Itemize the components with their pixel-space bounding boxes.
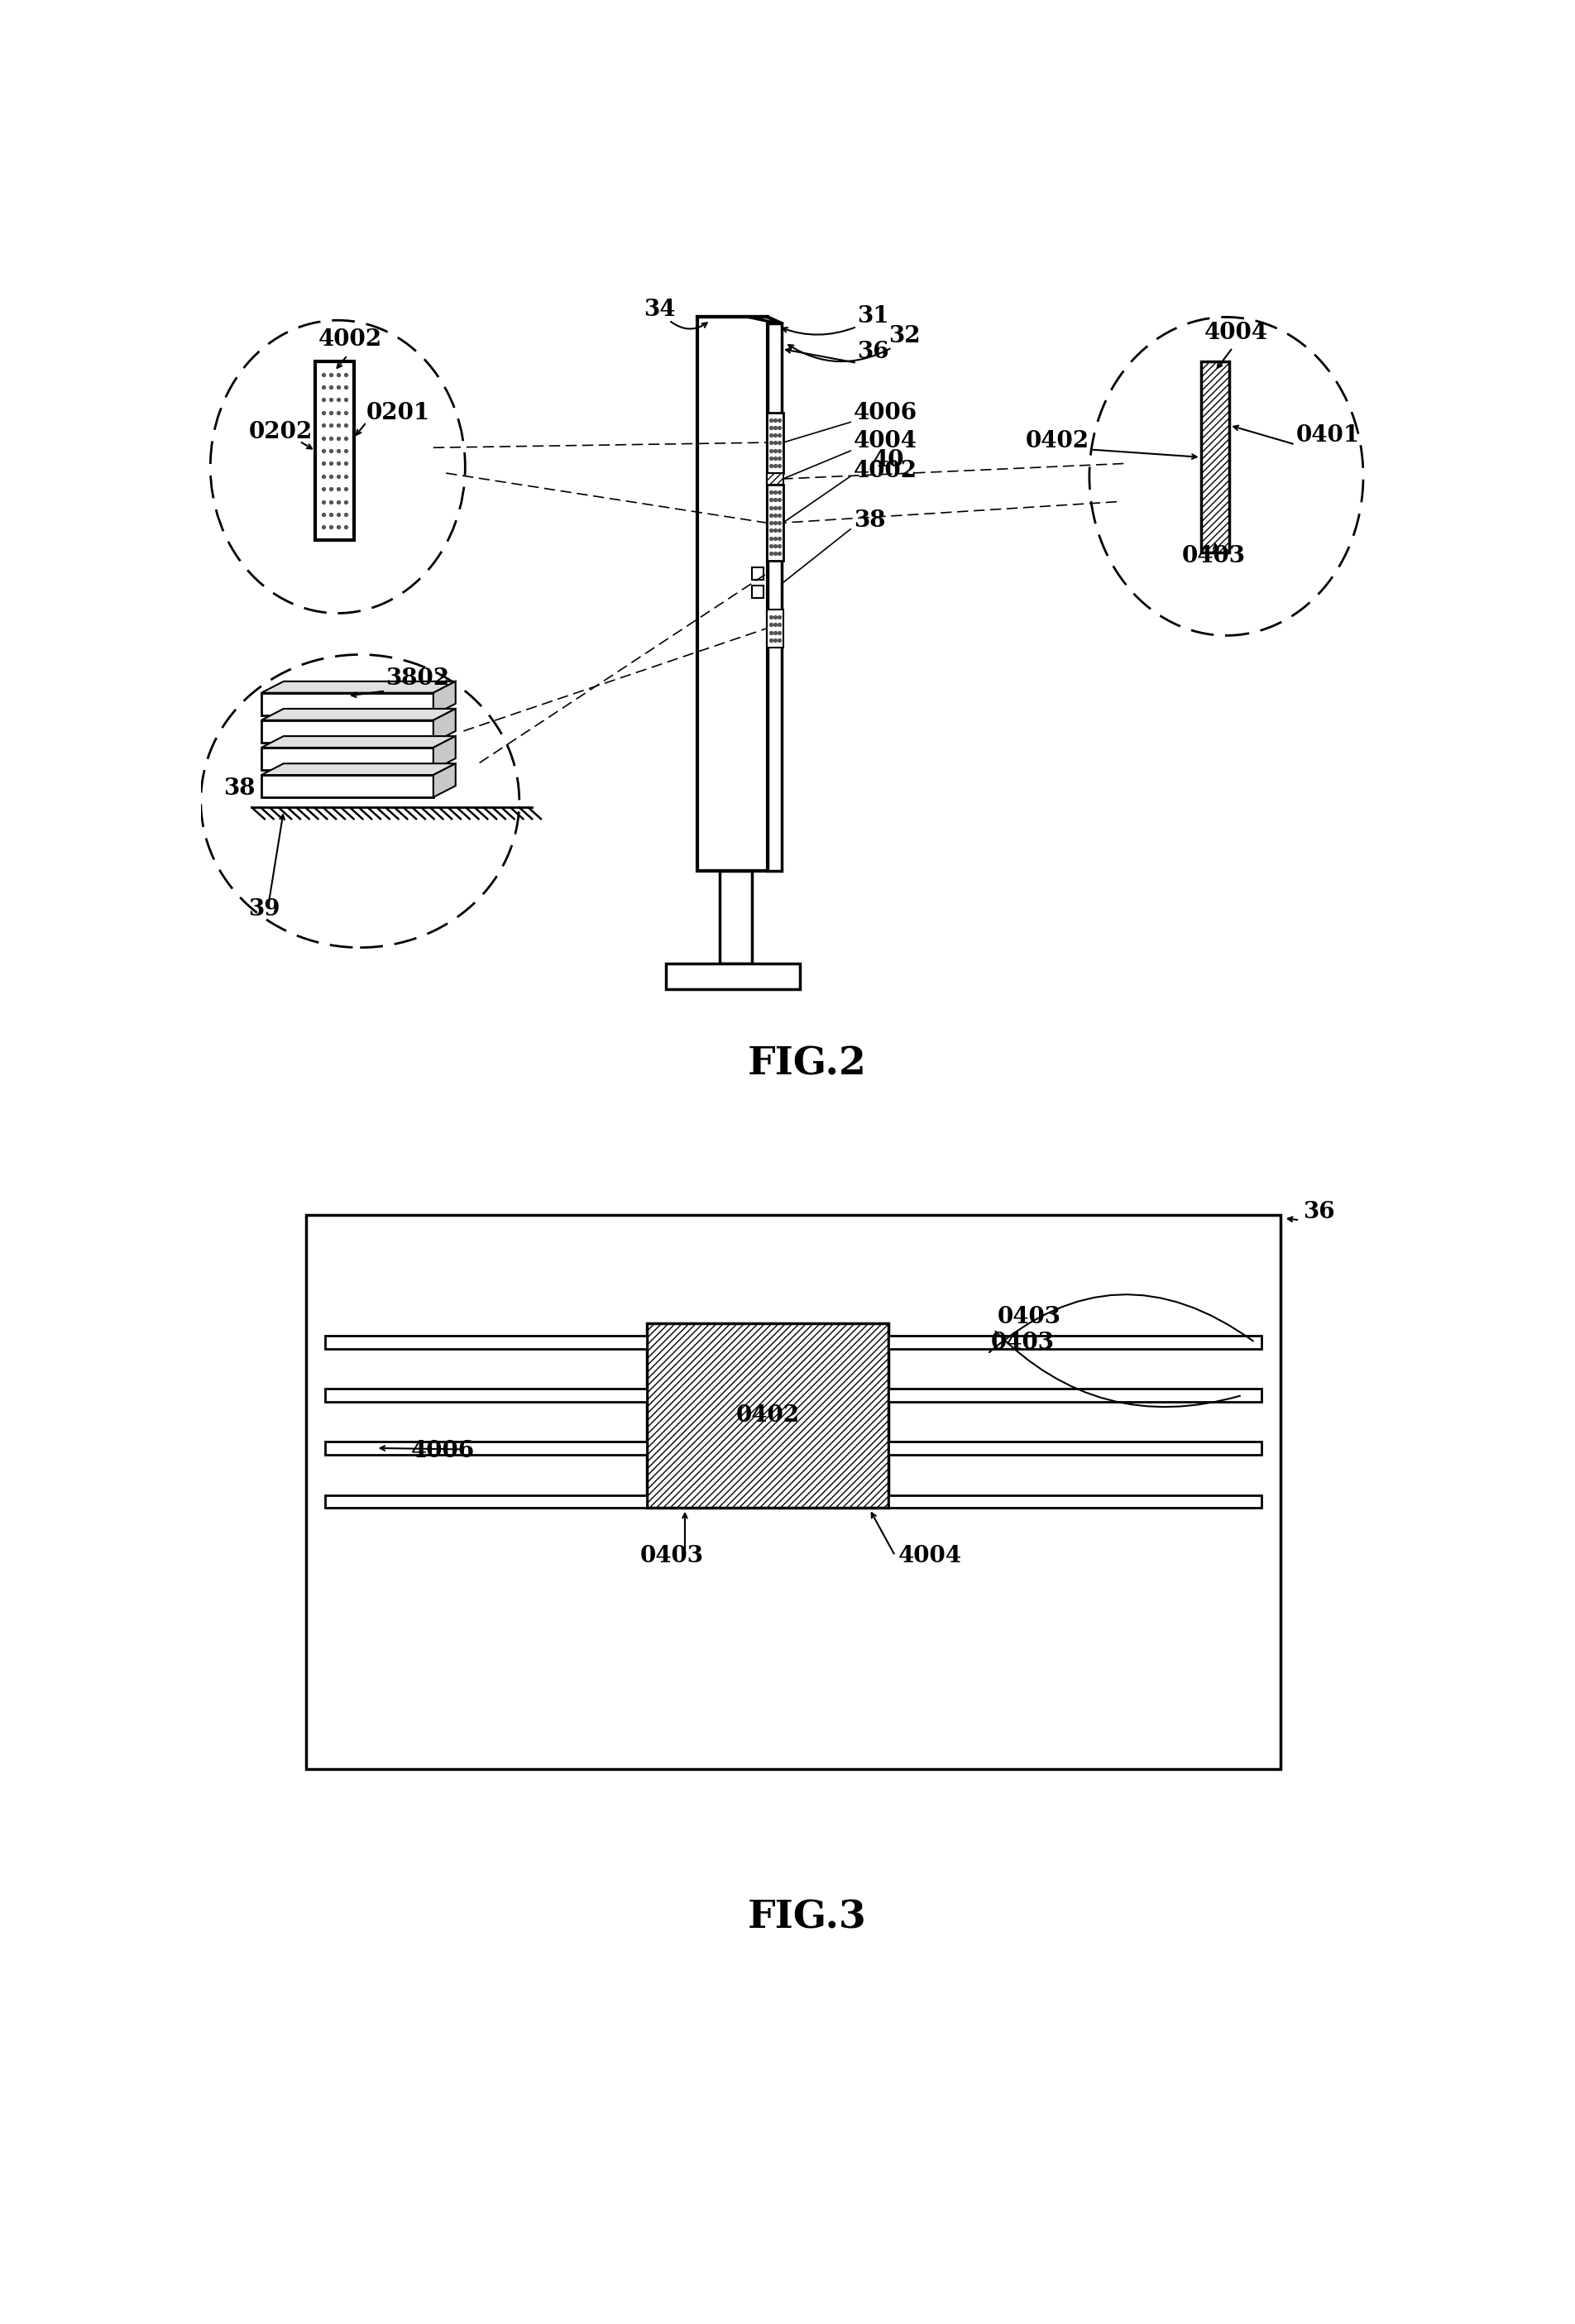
Text: 38: 38 xyxy=(224,776,255,799)
Text: 36: 36 xyxy=(857,342,888,363)
Text: 39: 39 xyxy=(249,899,280,920)
Text: FIG.3: FIG.3 xyxy=(748,1899,866,1936)
Polygon shape xyxy=(261,737,455,748)
Polygon shape xyxy=(767,414,783,474)
Polygon shape xyxy=(767,474,783,486)
Text: 3802: 3802 xyxy=(386,667,449,690)
Polygon shape xyxy=(324,1390,647,1401)
Text: 32: 32 xyxy=(888,325,921,349)
Polygon shape xyxy=(767,609,783,648)
Text: 0403: 0403 xyxy=(641,1545,704,1566)
Text: 4006: 4006 xyxy=(411,1439,474,1462)
Text: 4004: 4004 xyxy=(854,430,917,453)
Polygon shape xyxy=(315,363,354,539)
Text: 4004: 4004 xyxy=(898,1545,962,1566)
Text: 0402: 0402 xyxy=(1025,430,1090,453)
Text: 0202: 0202 xyxy=(249,421,312,444)
Text: 0401: 0401 xyxy=(1296,423,1361,446)
Polygon shape xyxy=(1200,363,1230,553)
Polygon shape xyxy=(306,1215,1280,1769)
Polygon shape xyxy=(433,737,455,769)
Polygon shape xyxy=(666,964,800,990)
Polygon shape xyxy=(261,765,455,774)
Polygon shape xyxy=(261,709,455,720)
Polygon shape xyxy=(698,316,767,872)
Text: 0403: 0403 xyxy=(1181,544,1246,567)
Polygon shape xyxy=(324,1441,647,1455)
Polygon shape xyxy=(647,1322,888,1508)
Polygon shape xyxy=(261,748,433,769)
Polygon shape xyxy=(261,720,433,741)
Polygon shape xyxy=(888,1494,1262,1508)
Polygon shape xyxy=(324,1336,647,1348)
Polygon shape xyxy=(433,765,455,797)
Polygon shape xyxy=(261,681,455,693)
Text: 0403: 0403 xyxy=(991,1332,1054,1353)
Polygon shape xyxy=(261,774,433,797)
Polygon shape xyxy=(720,872,751,964)
Text: 4002: 4002 xyxy=(318,328,383,351)
Polygon shape xyxy=(751,567,764,581)
Polygon shape xyxy=(888,1441,1262,1455)
Text: 4006: 4006 xyxy=(854,402,918,423)
Text: 4004: 4004 xyxy=(1203,323,1268,344)
Text: 0201: 0201 xyxy=(367,402,430,423)
Polygon shape xyxy=(751,586,764,597)
Text: 0403: 0403 xyxy=(997,1306,1060,1329)
Text: 31: 31 xyxy=(857,304,888,328)
Text: 40: 40 xyxy=(873,449,904,472)
Text: 0402: 0402 xyxy=(736,1404,800,1427)
Polygon shape xyxy=(888,1390,1262,1401)
Polygon shape xyxy=(433,681,455,716)
Text: 4002: 4002 xyxy=(854,460,918,483)
Polygon shape xyxy=(888,1336,1262,1348)
Polygon shape xyxy=(767,486,783,560)
Polygon shape xyxy=(767,323,781,872)
Text: 36: 36 xyxy=(1303,1202,1334,1222)
Text: 34: 34 xyxy=(644,297,676,321)
Text: FIG.2: FIG.2 xyxy=(748,1046,866,1083)
Polygon shape xyxy=(324,1494,647,1508)
Polygon shape xyxy=(433,709,455,741)
Polygon shape xyxy=(261,693,433,716)
Text: 38: 38 xyxy=(854,509,885,532)
Polygon shape xyxy=(748,316,781,323)
